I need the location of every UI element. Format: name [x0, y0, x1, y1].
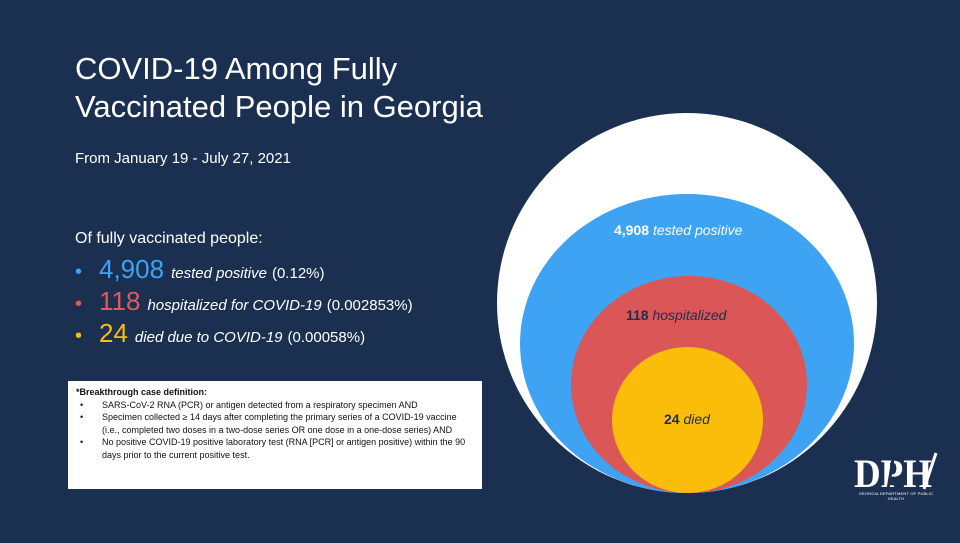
stat-description: hospitalized for COVID-19: [147, 297, 322, 314]
definition-list: • SARS-CoV-2 RNA (PCR) or antigen detecte…: [76, 399, 474, 462]
stat-tested-positive: • 4,908 tested positive (0.12%): [75, 254, 413, 286]
definition-box: *Breakthrough case definition: • SARS-CoV…: [68, 381, 482, 489]
definition-title: *Breakthrough case definition:: [76, 387, 208, 397]
stat-hospitalized: • 118 hospitalized for COVID-19 (0.00285…: [75, 286, 413, 318]
bullet-icon: •: [80, 399, 84, 410]
stats-heading: Of fully vaccinated people:: [75, 230, 263, 247]
bullet-icon: •: [80, 437, 84, 447]
label-fully-vaccinated: 4,136,214 fully vaccinated: [372, 144, 534, 160]
stat-number: 24: [99, 318, 128, 348]
bullet-icon: •: [75, 293, 83, 315]
definition-item: • Specimen collected ≥ 14 days after comp…: [80, 412, 457, 435]
stat-number: 4,908: [99, 254, 165, 284]
stats-list: • 4,908 tested positive (0.12%) • 118 ho…: [75, 254, 413, 350]
page-title: COVID-19 Among Fully Vaccinated People i…: [75, 51, 483, 124]
definition-item: • SARS-CoV-2 RNA (PCR) or antigen detecte…: [80, 399, 418, 410]
label-tested-positive: 4,908 tested positive: [614, 222, 743, 238]
stat-percent: (0.12%): [271, 265, 325, 282]
stat-died: • 24 died due to COVID-19 (0.00058%): [75, 318, 413, 350]
date-range: From January 19 - July 27, 2021: [75, 150, 291, 167]
dph-logo-icon: DPH: [854, 451, 938, 491]
bullet-icon: •: [80, 412, 84, 422]
label-hospitalized: 118 hospitalized: [626, 307, 727, 323]
stat-percent: (0.002853%): [326, 297, 413, 314]
bullet-icon: •: [75, 325, 83, 347]
logo-subtext: GEORGIA DEPARTMENT OF PUBLIC HEALTH: [858, 491, 934, 501]
stat-percent: (0.00058%): [287, 329, 366, 346]
stat-number: 118: [99, 286, 141, 316]
circle-died: [612, 347, 763, 493]
label-died: 24 died: [664, 411, 710, 427]
stat-description: tested positive: [171, 265, 267, 282]
stat-description: died due to COVID-19: [134, 329, 283, 346]
definition-item: • No positive COVID-19 positive laborator…: [80, 437, 466, 460]
bullet-icon: •: [75, 261, 83, 283]
